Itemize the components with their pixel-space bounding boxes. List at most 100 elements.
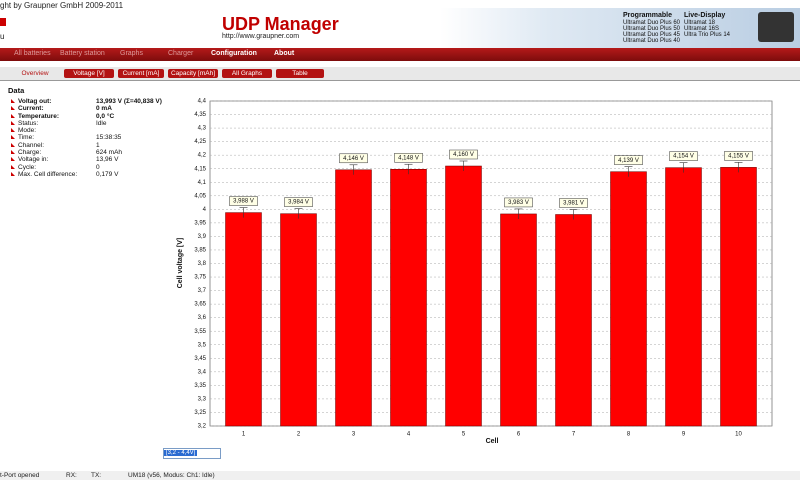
y-tick-label: 4,25 — [194, 139, 206, 145]
y-tick-label: 3,4 — [198, 369, 207, 375]
bar — [335, 169, 372, 427]
value-label-box — [614, 155, 643, 165]
row-marker — [11, 135, 15, 140]
item: Ultramat 16S — [684, 26, 720, 32]
row-label: Current: — [18, 105, 44, 113]
value-label: 3,983 V — [508, 200, 529, 206]
value-label-box — [724, 151, 753, 161]
menu-item[interactable]: Graphs — [120, 50, 143, 57]
value-label-box — [229, 196, 258, 206]
port-status: t-Port opened — [0, 472, 40, 479]
bar — [555, 214, 592, 427]
menu-item[interactable]: All batteries — [14, 50, 51, 57]
y-tick-label: 4,1 — [198, 180, 207, 186]
app-title: UDP Manager — [222, 14, 339, 34]
value-label-box — [504, 197, 533, 208]
data-row: Cycle: 0 — [8, 164, 168, 171]
status-bar: t-Port opened RX: TX: UM18 (v56, Modus: … — [0, 471, 800, 480]
data-row: Mode: — [8, 127, 168, 134]
range-value: [3,2 - 4,4V] — [164, 450, 198, 456]
x-tick-label: 2 — [297, 432, 301, 438]
row-value: 0 — [96, 163, 100, 171]
bar — [445, 165, 482, 427]
row-label: Charge: — [18, 149, 42, 157]
item: Ultramat Duo Plus 40 — [623, 38, 681, 44]
y-tick-label: 4,4 — [198, 99, 207, 105]
row-label: Temperature: — [18, 112, 60, 120]
row-marker — [11, 128, 15, 133]
menu-item[interactable]: Charger — [168, 50, 194, 57]
item: Ultramat Duo Plus 60 — [623, 20, 681, 26]
y-tick-label: 4,15 — [194, 166, 206, 172]
bar — [390, 169, 427, 427]
title-fragment: u — [0, 32, 5, 41]
data-row: Max. Cell difference: 0,179 V — [8, 171, 168, 178]
value-label: 3,981 V — [563, 201, 584, 207]
data-row: Voltage in: 13,96 V — [8, 156, 168, 163]
y-tick-label: 4 — [203, 207, 207, 213]
url: http://www.graupner.com — [222, 33, 300, 40]
row-marker — [11, 106, 15, 111]
row-marker — [11, 171, 15, 176]
row-marker — [11, 157, 15, 162]
banner: Programmable Ultramat Duo Plus 60 Ultram… — [440, 8, 800, 48]
value-label-box — [339, 153, 368, 164]
x-tick-label: 10 — [735, 432, 742, 438]
x-tick-label: 6 — [517, 432, 521, 438]
value-label-box — [394, 153, 423, 163]
x-tick-label: 1 — [242, 432, 246, 438]
menu-item[interactable]: Battery station — [60, 50, 105, 57]
list-title: Live-Display — [684, 12, 726, 19]
item: Ultramat 18 — [684, 20, 716, 26]
tx: TX: — [91, 472, 102, 479]
x-tick-label: 8 — [627, 432, 631, 438]
y-tick-label: 4,35 — [194, 112, 206, 118]
value-label: 4,160 V — [453, 152, 474, 158]
tab[interactable]: Table — [276, 69, 324, 78]
bar — [280, 213, 317, 427]
x-tick-label: 4 — [407, 432, 411, 438]
value-label-box — [669, 151, 698, 161]
row-marker — [11, 99, 15, 103]
row-label: Voltage in: — [18, 156, 49, 164]
tab[interactable]: Current [mA] — [118, 69, 164, 78]
value-label: 3,988 V — [233, 199, 254, 205]
row-label: Time: — [18, 134, 35, 142]
bar — [610, 171, 647, 427]
y-tick-label: 3,85 — [194, 248, 206, 254]
item: Ultramat Duo Plus 45 — [623, 32, 681, 38]
y-tick-label: 3,65 — [194, 302, 206, 308]
value-label: 4,139 V — [618, 158, 639, 164]
x-tick-label: 3 — [352, 432, 356, 438]
x-tick-label: 7 — [572, 432, 576, 438]
rows: Voltag out: 13,993 V (Σ=40,838 V) Current:… — [8, 98, 168, 178]
row-value: 0 mA — [96, 105, 112, 113]
x-tick-label: 5 — [462, 432, 466, 438]
tab[interactable]: Capacity [mAh] — [168, 69, 218, 78]
y-tick-label: 3,2 — [198, 424, 207, 430]
y-tick-label: 3,7 — [198, 288, 207, 294]
y-tick-label: 3,3 — [198, 396, 207, 402]
value-label-box — [284, 197, 313, 207]
panel-title: Data — [8, 86, 25, 95]
data-row: Status: Idle — [8, 120, 168, 127]
menu-item[interactable]: Configuration — [211, 50, 257, 57]
bar — [225, 212, 262, 427]
row-marker — [11, 142, 15, 147]
tab[interactable]: Overview — [10, 69, 60, 78]
range-select[interactable]: [3,2 - 4,4V] — [163, 448, 221, 459]
programmable-list: Programmable Ultramat Duo Plus 60 Ultram… — [623, 12, 681, 44]
device-image — [758, 12, 794, 42]
menu-item[interactable]: About — [274, 50, 295, 57]
row-label: Max. Cell difference: — [18, 170, 78, 178]
bar — [720, 167, 757, 427]
x-axis-label: Cell — [486, 438, 499, 445]
data-row: Temperature: 0,0 °C — [8, 113, 168, 120]
header: ght by Graupner GmbH 2009-2011 u UDP Man… — [0, 0, 800, 48]
item: Ultra Trio Plus 14 — [684, 32, 731, 38]
tab[interactable]: All Graphs — [222, 69, 272, 78]
row-value: 624 mAh — [96, 149, 123, 157]
tab[interactable]: Voltage [V] — [64, 69, 114, 78]
row-value: 0,0 °C — [96, 112, 115, 120]
x-tick-label: 9 — [682, 432, 686, 438]
